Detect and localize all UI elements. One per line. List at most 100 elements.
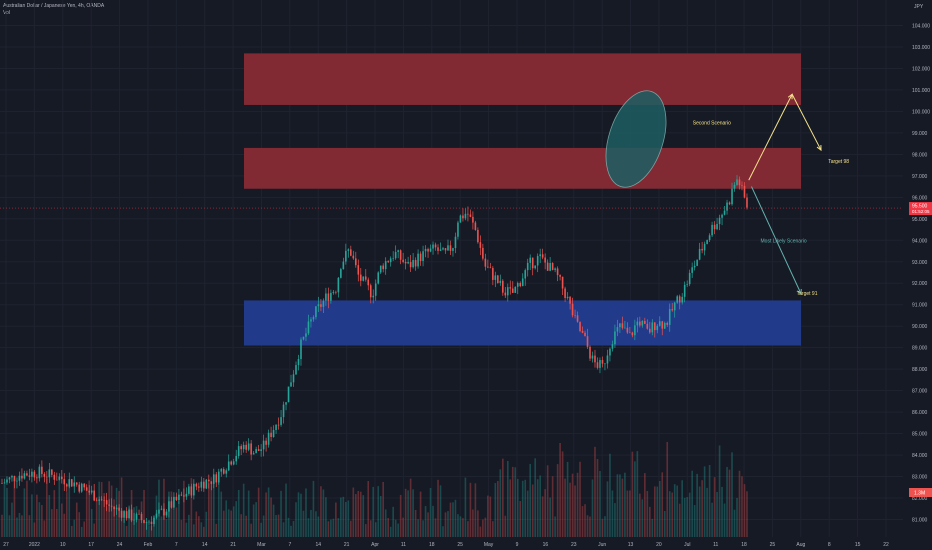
candle-body <box>364 276 367 280</box>
price-tick-label: 99.000 <box>912 131 928 137</box>
price-tick-label: 101.000 <box>912 88 930 94</box>
candle-body <box>195 483 198 487</box>
time-tick-label: 24 <box>117 542 123 548</box>
volume-bar <box>51 509 53 537</box>
volume-bar <box>449 502 452 537</box>
volume-bar <box>673 484 676 537</box>
candle-body <box>424 248 427 252</box>
volume-bar <box>711 502 713 537</box>
candle-body <box>738 179 741 186</box>
candle-body <box>85 487 88 491</box>
volume-bar <box>75 502 78 537</box>
arrow-head <box>796 288 802 296</box>
candle-body <box>277 424 280 426</box>
volume-bar <box>534 458 536 537</box>
time-tick-label: 25 <box>770 542 776 548</box>
candle-body <box>262 440 265 450</box>
volume-bar <box>11 502 13 537</box>
volume-bar <box>270 497 272 537</box>
candle-body <box>439 249 442 251</box>
volume-bar <box>330 519 332 537</box>
candle-body <box>88 490 91 493</box>
candle-body <box>310 319 312 322</box>
volume-bar <box>561 451 564 537</box>
candle-body <box>706 240 708 244</box>
candle-body <box>728 202 731 205</box>
volume-bar <box>90 509 93 537</box>
volume-bar <box>437 479 439 537</box>
volume-bar <box>98 481 100 537</box>
volume-bar <box>716 491 718 537</box>
volume-bar <box>444 512 447 537</box>
volume-bar <box>200 522 203 537</box>
scenario-arrow <box>791 93 822 151</box>
candle-body <box>70 479 73 487</box>
volume-bar <box>477 510 479 537</box>
volume-bar <box>357 490 360 537</box>
volume-bar <box>345 501 347 537</box>
candle-body <box>335 291 337 293</box>
volume-bar <box>581 506 584 537</box>
candle-body <box>340 269 342 278</box>
candle-body <box>414 260 417 267</box>
candle-body <box>474 222 477 230</box>
candle-body <box>43 473 46 477</box>
candle-body <box>377 272 380 284</box>
volume-bar <box>170 491 173 537</box>
volume-bar <box>452 502 454 537</box>
volume-bar <box>576 472 579 537</box>
candle-body <box>392 258 394 259</box>
candle-body <box>711 224 713 236</box>
volume-bar <box>569 482 571 537</box>
volume-bar <box>546 465 549 537</box>
candle-body <box>225 470 228 474</box>
volume-bar <box>150 525 153 537</box>
volume-bar <box>28 515 31 537</box>
price-tick-label: 81.000 <box>912 518 928 524</box>
candle-body <box>614 331 616 345</box>
candle-body <box>23 473 26 479</box>
volume-bar <box>123 518 125 537</box>
volume-bar <box>614 503 616 537</box>
candle-body <box>155 513 158 518</box>
volume-bar <box>462 518 464 537</box>
volume-bar <box>529 463 532 537</box>
candle-body <box>529 257 532 263</box>
volume-bar <box>399 494 402 537</box>
scenario-arrow <box>751 186 802 295</box>
time-tick-label: 21 <box>230 542 236 548</box>
candle-body <box>113 506 115 510</box>
volume-bar <box>497 480 499 537</box>
candle-body <box>559 275 561 277</box>
volume-bar <box>148 525 150 537</box>
candle-body <box>347 249 350 251</box>
volume-bar <box>245 515 247 537</box>
candle-body <box>138 513 140 515</box>
volume-bar <box>424 506 427 537</box>
candle-body <box>325 293 327 301</box>
candle-body <box>644 320 646 324</box>
volume-bar <box>125 525 128 537</box>
volume-bar <box>265 492 267 537</box>
annotation-label: Most Likely Scenario <box>761 238 807 244</box>
candle-body <box>519 282 522 287</box>
volume-bar <box>676 485 679 537</box>
volume-bar <box>173 510 175 537</box>
candle-body <box>673 302 676 311</box>
volume-bar <box>629 490 631 537</box>
volume-bar <box>599 471 601 537</box>
volume-bar <box>175 507 178 537</box>
candle-body <box>492 268 494 280</box>
candle-body <box>434 244 437 248</box>
price-tick-label: 98.000 <box>912 152 928 158</box>
volume-bar <box>250 523 252 537</box>
candle-body <box>227 461 230 471</box>
volume-bar <box>342 496 345 537</box>
volume-bar <box>143 489 145 537</box>
volume-bar <box>227 509 230 537</box>
volume-bar <box>369 520 372 537</box>
candle-body <box>551 262 554 270</box>
candle-body <box>549 262 551 271</box>
candle-body <box>140 513 143 521</box>
